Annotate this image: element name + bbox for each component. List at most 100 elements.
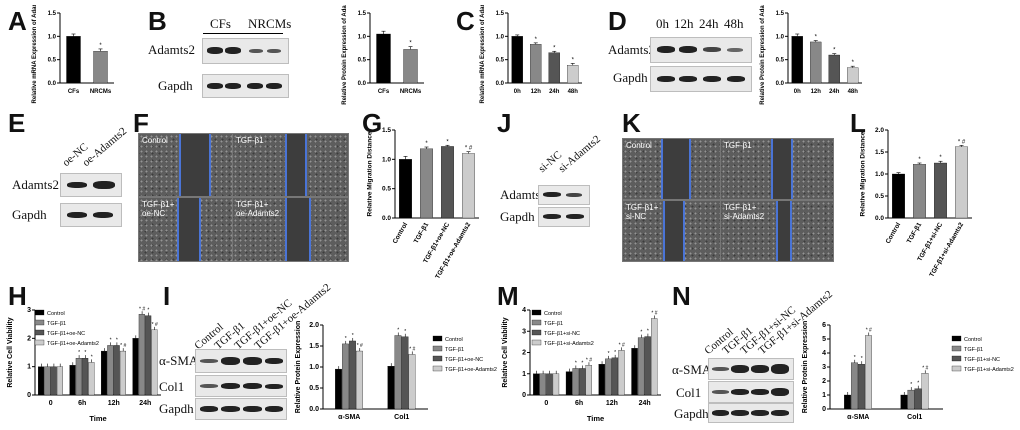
chart-a-ytick-label: 0.5 (48, 58, 57, 64)
chart-l-bar (913, 164, 926, 219)
chart-c-xtick-label: 12h (531, 89, 542, 95)
chart-d-annot: * (833, 48, 836, 54)
chart-a: 0.0 0.5 1.0 1.5 Relative mRNA Expression of … (32, 5, 114, 103)
chart-n-bar (900, 394, 908, 410)
chart-i-ylabel: Relative Protein Expression (295, 321, 302, 414)
chart-l-bar (892, 173, 905, 219)
chart-i: 0.0 0.5 1.0 1.5 2.0 Relative Protein Expressi… (295, 321, 497, 421)
chart-n-ytick-label: 5 (822, 336, 826, 343)
blot-n-gapdh-strip (708, 403, 794, 423)
blot-j-row-adamts2: Adamts2 (500, 187, 547, 202)
chart-l-ytick-label: 0.0 (875, 215, 884, 222)
chart-d-annot: * (815, 35, 818, 41)
chart-h-legend-swatch (34, 329, 45, 336)
chart-m-bar (618, 350, 625, 396)
chart-m-annot: * (608, 351, 610, 357)
chart-l-ylabel: Relative Migration Distance (860, 131, 867, 216)
chart-c-annot: * (535, 37, 538, 43)
chart-c-xtick-label: 24h (549, 89, 560, 95)
chart-n-bar (858, 364, 865, 410)
chart-h-annot: * (116, 337, 118, 343)
chart-g-xtick-label: TGF-β1 (413, 221, 431, 245)
chart-m-xtick-label: 12h (606, 400, 618, 407)
chart-a-xtick-label: CFs (68, 89, 80, 95)
blot-d-lane-0h: 0h (656, 16, 669, 31)
chart-n-bar (921, 373, 929, 410)
panel-label-h: H (8, 281, 27, 311)
chart-c-xtick-label: 0h (514, 89, 521, 95)
chart-h-xtick-label: 6h (78, 400, 86, 407)
blot-i-row-col1: Col1 (159, 379, 185, 394)
blot-d-lane-48h: 48h (724, 16, 744, 31)
panel-label-m: M (497, 281, 519, 311)
chart-h-legend-swatch (34, 339, 45, 346)
chart-n-legend-label: TGF-β1+si-NC (964, 357, 1000, 363)
micrograph-f-label-4: TGF-β1+ oe-Adamts2 (236, 200, 280, 218)
micrograph-k-tgf: TGF-β1 (720, 138, 834, 200)
chart-h-annot: * (147, 308, 149, 314)
blot-i-row-asma: α-SMA (159, 353, 199, 368)
chart-n-annot: * (854, 355, 856, 361)
micrograph-k-label-2: TGF-β1 (724, 141, 752, 150)
chart-d-ylabel: Relative Protein Expression of Adamts2 (760, 5, 766, 105)
panel-label-d: D (608, 6, 627, 36)
chart-l-annot: * (918, 157, 921, 163)
chart-m-legend-label: TGF-β1+si-NC (544, 331, 580, 337)
chart-g-bar (399, 159, 412, 219)
blot-d-adamts2-strip (650, 37, 752, 63)
chart-n-legend-swatch (951, 345, 962, 352)
chart-m-ytick-label: 2 (522, 350, 526, 357)
blot-d: 0h 12h 24h 48h Adamts2 Gapdh (608, 10, 753, 100)
chart-i-bar (408, 354, 416, 410)
chart-h-xlabel: Time (89, 414, 106, 423)
chart-h-legend-swatch (34, 319, 45, 326)
chart-g-ytick-label: 1.0 (382, 156, 391, 163)
blot-e-row-gapdh: Gapdh (12, 207, 47, 222)
chart-g-ylabel: Relative Migration Distance (367, 131, 374, 216)
blot-b-adamts2-strip (202, 38, 289, 64)
chart-m-annot: * # (651, 311, 657, 317)
chart-m-bar (565, 371, 573, 396)
chart-m-annot: * (581, 360, 583, 366)
chart-l-ytick-label: 1.5 (875, 149, 884, 156)
chart-d-xtick-label: 24h (829, 89, 840, 95)
chart-m-legend-label: TGF-β1 (544, 321, 563, 327)
chart-n-annot: * (910, 382, 912, 388)
chart-c-bar (548, 52, 560, 84)
chart-d-xtick-label: 48h (848, 89, 859, 95)
blot-e: oe-NC oe-Adamts2 Adamts2 Gapdh (8, 125, 129, 230)
panel-label-b: B (148, 6, 167, 36)
chart-a-ytick-label: 1.5 (48, 11, 57, 17)
blot-e-gapdh-strip (60, 203, 122, 227)
micrograph-f-oe-adamts2: TGF-β1+ oe-Adamts2 (232, 197, 349, 262)
chart-c-bar (511, 36, 523, 84)
chart-i-legend-swatch (432, 355, 443, 362)
chart-m-bar (539, 373, 547, 396)
chart-h-legend-label: TGF-β1 (47, 321, 66, 327)
chart-g-annot: * (446, 139, 449, 145)
chart-m-annot: * (575, 360, 577, 366)
chart-m-bar (552, 373, 560, 396)
chart-b-ytick-label: 1.5 (358, 11, 367, 17)
chart-i-legend-swatch (432, 345, 443, 352)
blot-i-row-gapdh: Gapdh (159, 401, 194, 416)
chart-h-ytick-label: 1 (27, 364, 31, 371)
chart-a-bar (66, 36, 81, 84)
chart-c-bar (530, 44, 542, 84)
blot-b-group-nrcms: NRCMs (248, 16, 292, 31)
chart-h-bar (50, 366, 57, 396)
blot-e-adamts2-strip (60, 173, 122, 197)
chart-g-bar (462, 153, 475, 219)
chart-i-legend-label: Control (445, 337, 463, 343)
chart-b-annot: * (409, 41, 412, 47)
chart-d-annot: * (852, 60, 855, 66)
chart-g-annot: * (425, 141, 428, 147)
chart-h-legend-swatch (34, 309, 45, 316)
panel-label-c: C (456, 6, 475, 36)
chart-n-legend-swatch (951, 365, 962, 372)
chart-i-annot: * # (357, 343, 363, 349)
chart-h-xtick-label: 24h (139, 400, 151, 407)
chart-b-ytick-label: 1.0 (358, 34, 367, 40)
chart-m-bar (572, 368, 579, 396)
